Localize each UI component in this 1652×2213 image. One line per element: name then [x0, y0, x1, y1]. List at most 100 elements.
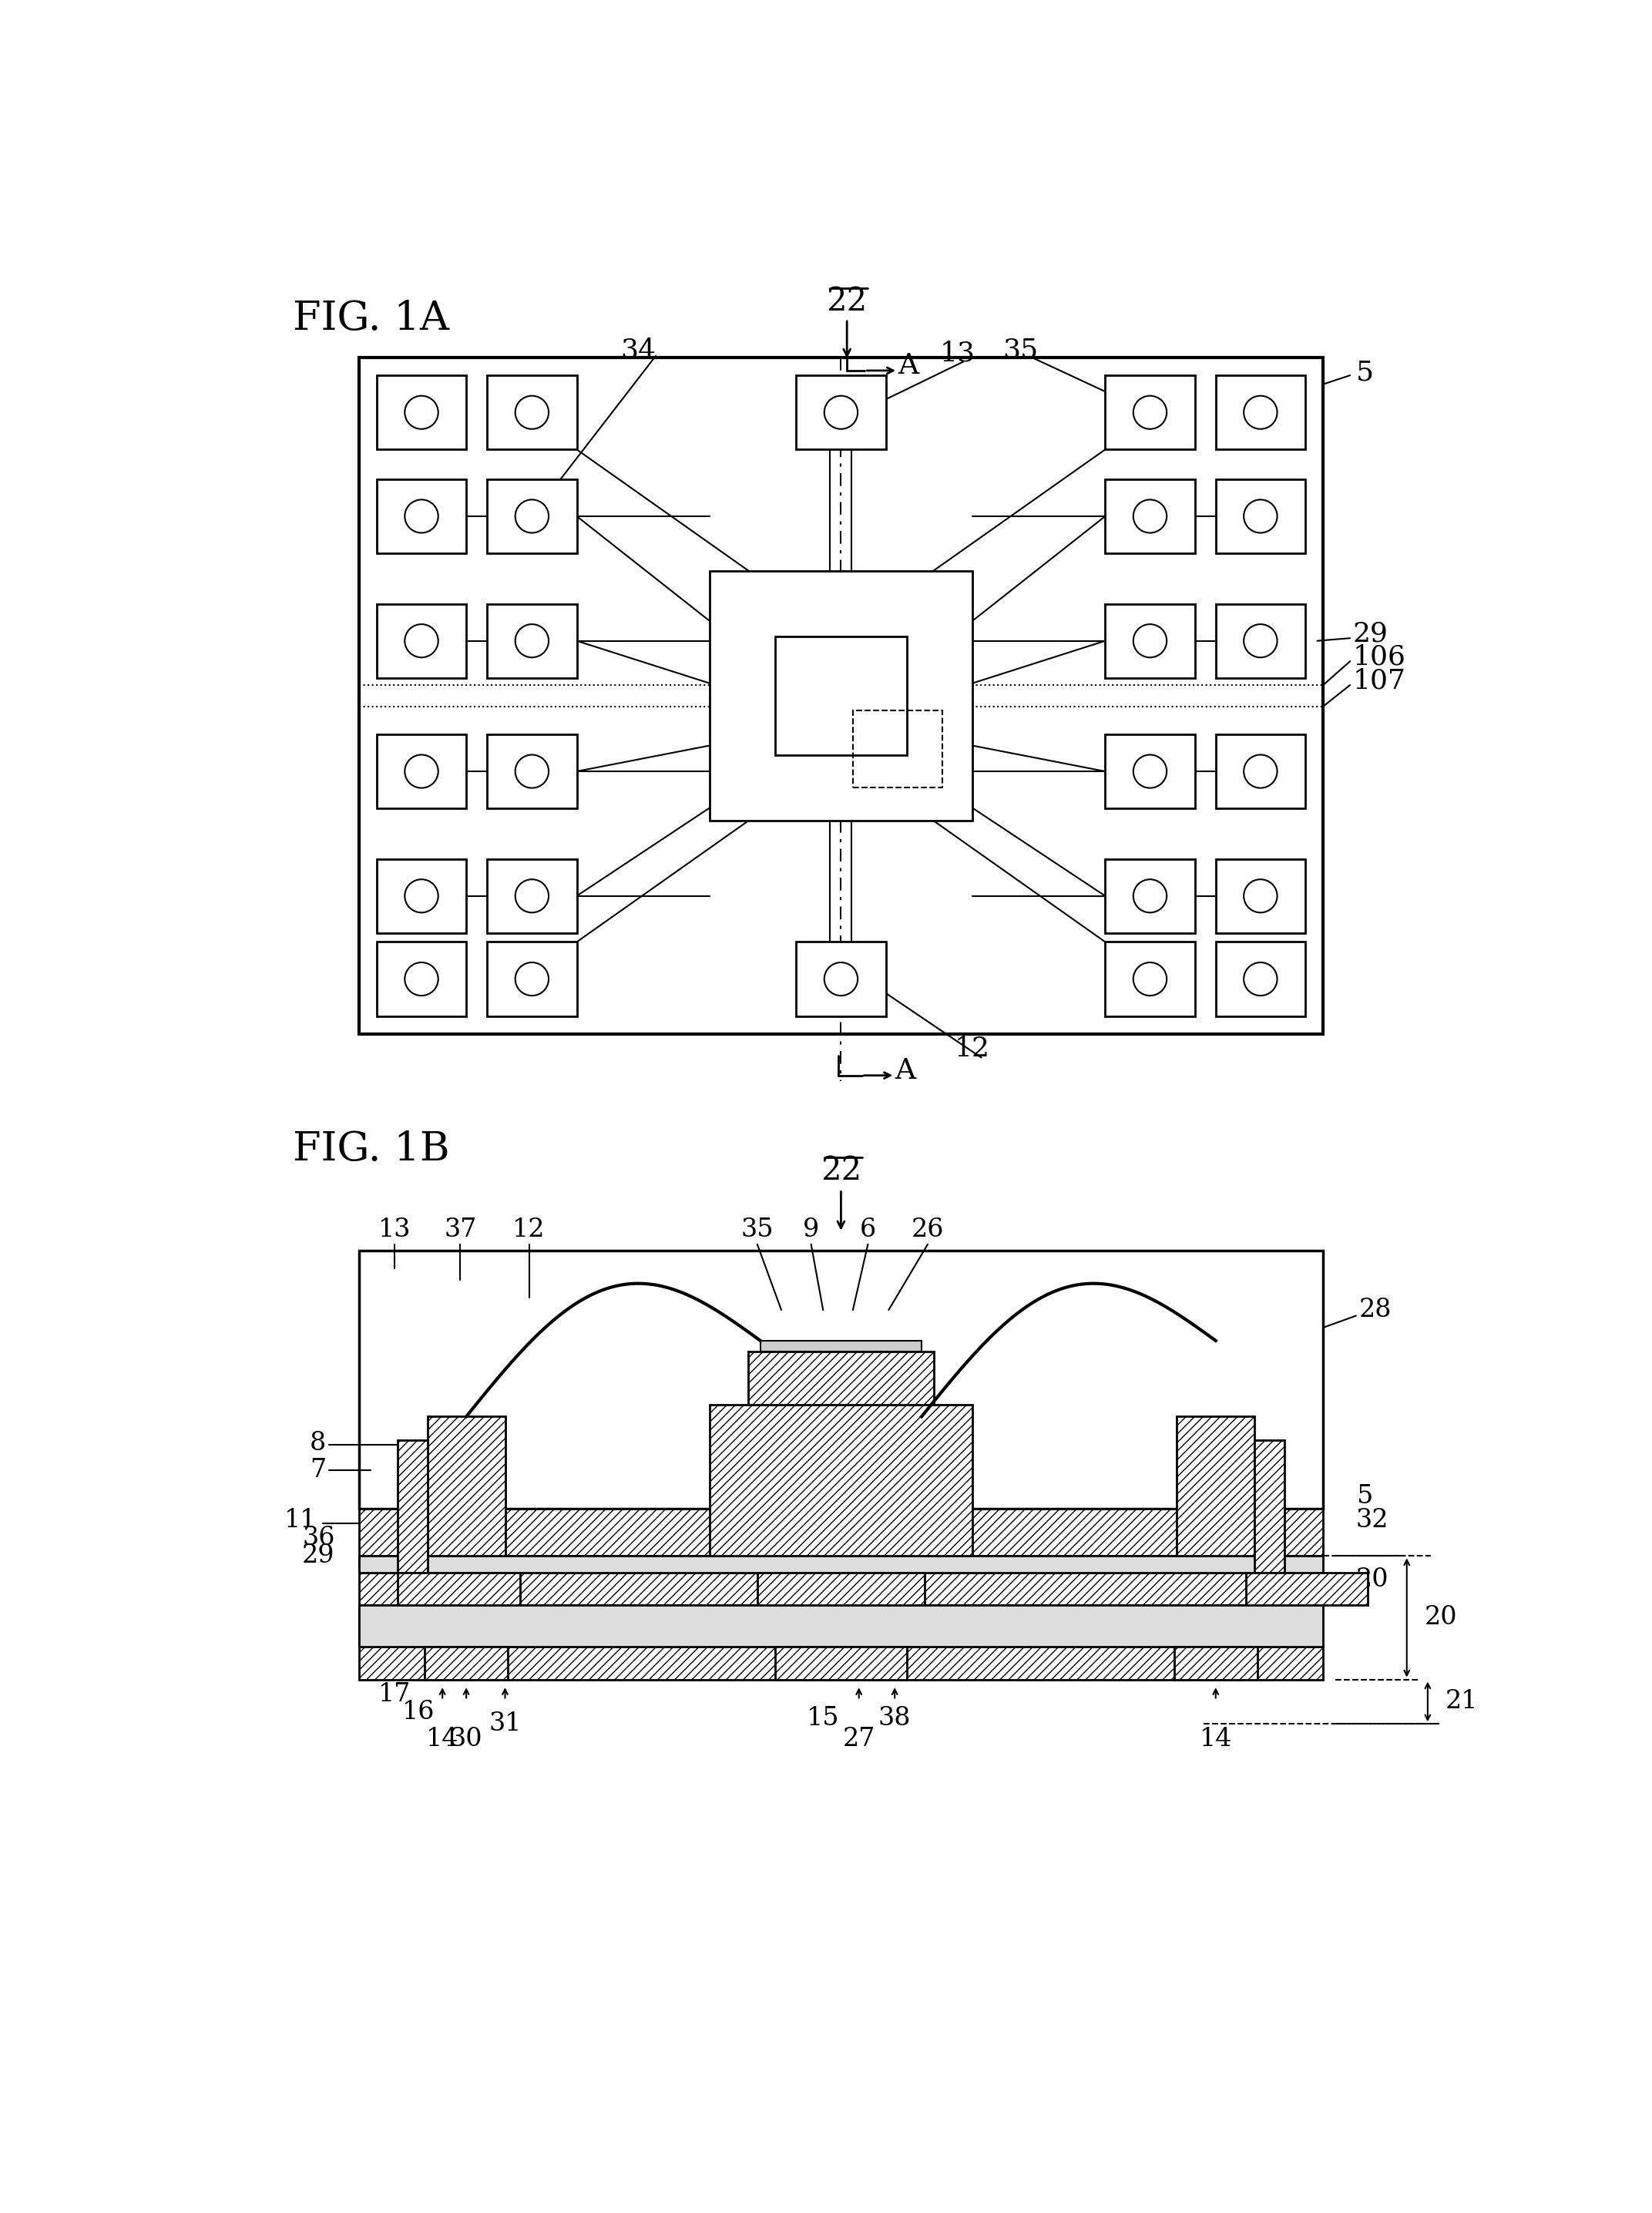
Bar	[487, 376, 577, 449]
Circle shape	[824, 396, 857, 429]
Text: A: A	[899, 352, 919, 381]
Bar	[1216, 604, 1305, 677]
Bar	[796, 943, 885, 1016]
Circle shape	[1133, 396, 1166, 429]
Text: 7: 7	[309, 1458, 325, 1483]
Circle shape	[405, 879, 438, 912]
Bar	[775, 637, 907, 755]
Bar	[1246, 1573, 1368, 1604]
Circle shape	[1133, 879, 1166, 912]
Bar	[757, 1573, 925, 1604]
Text: 29: 29	[302, 1545, 335, 1569]
Circle shape	[405, 624, 438, 657]
Text: 11: 11	[284, 1507, 317, 1534]
Text: 14: 14	[426, 1726, 459, 1750]
Circle shape	[515, 396, 548, 429]
Circle shape	[1133, 963, 1166, 996]
Text: 35: 35	[1003, 336, 1037, 363]
Bar	[358, 1556, 1323, 1573]
Text: 8: 8	[309, 1432, 325, 1456]
Circle shape	[1133, 755, 1166, 788]
Circle shape	[824, 963, 857, 996]
Bar	[377, 943, 466, 1016]
Text: 20: 20	[1356, 1567, 1389, 1591]
Text: 28: 28	[1360, 1297, 1391, 1321]
Circle shape	[405, 755, 438, 788]
Bar	[748, 1352, 933, 1405]
Bar	[1216, 859, 1305, 934]
Bar	[710, 571, 973, 821]
Text: 27: 27	[843, 1726, 876, 1750]
Bar	[358, 1556, 1323, 1573]
Bar	[1216, 943, 1305, 1016]
Bar	[487, 735, 577, 808]
Bar	[398, 1441, 428, 1573]
Bar	[1176, 1416, 1254, 1556]
Bar	[428, 1416, 506, 1556]
Text: 22: 22	[821, 1155, 861, 1186]
Bar	[358, 1604, 1323, 1646]
Text: 6: 6	[859, 1217, 876, 1241]
Bar	[1105, 376, 1194, 449]
Text: 13: 13	[378, 1217, 411, 1241]
Text: 32: 32	[1356, 1507, 1389, 1534]
Text: 16: 16	[401, 1700, 434, 1724]
Circle shape	[1244, 755, 1277, 788]
Text: 29: 29	[1353, 620, 1388, 646]
Text: 14: 14	[1199, 1726, 1232, 1750]
Text: A: A	[895, 1058, 915, 1084]
Text: 17: 17	[378, 1682, 411, 1706]
Bar	[710, 1405, 973, 1556]
Text: 35: 35	[742, 1217, 773, 1241]
Bar	[358, 1509, 1323, 1556]
Text: 106: 106	[1353, 644, 1406, 671]
Text: FIG. 1A: FIG. 1A	[292, 299, 449, 339]
Circle shape	[515, 624, 548, 657]
Bar	[1216, 735, 1305, 808]
Circle shape	[1244, 396, 1277, 429]
Text: 5: 5	[1356, 1485, 1373, 1509]
Circle shape	[405, 963, 438, 996]
Circle shape	[515, 963, 548, 996]
Bar	[358, 1646, 1323, 1680]
Text: 12: 12	[955, 1036, 990, 1062]
Text: 21: 21	[1446, 1689, 1479, 1715]
Bar	[1175, 1646, 1257, 1680]
Bar	[487, 604, 577, 677]
Bar	[377, 480, 466, 553]
Bar	[377, 376, 466, 449]
Bar	[796, 376, 885, 449]
Bar	[358, 1573, 1323, 1604]
Bar	[1105, 943, 1194, 1016]
Bar	[1216, 480, 1305, 553]
Text: 36: 36	[302, 1527, 335, 1551]
Text: 34: 34	[620, 336, 656, 363]
Text: 12: 12	[512, 1217, 545, 1241]
Bar	[487, 480, 577, 553]
Text: 13: 13	[940, 341, 975, 367]
Circle shape	[1244, 879, 1277, 912]
Text: 38: 38	[879, 1706, 912, 1731]
Bar	[1105, 480, 1194, 553]
Bar	[358, 1604, 1323, 1646]
Text: 22: 22	[826, 285, 867, 316]
Bar	[775, 1646, 907, 1680]
Circle shape	[405, 396, 438, 429]
Text: 15: 15	[806, 1706, 839, 1731]
Circle shape	[405, 500, 438, 533]
Circle shape	[515, 879, 548, 912]
Circle shape	[515, 500, 548, 533]
Bar	[398, 1573, 520, 1604]
Bar	[425, 1646, 509, 1680]
Bar	[358, 359, 1323, 1033]
Bar	[1254, 1441, 1284, 1573]
Bar	[1105, 604, 1194, 677]
Bar	[377, 604, 466, 677]
Bar	[377, 735, 466, 808]
Bar	[487, 943, 577, 1016]
Text: 5: 5	[1356, 359, 1374, 385]
Bar	[852, 710, 943, 788]
Circle shape	[1244, 963, 1277, 996]
Bar	[1105, 735, 1194, 808]
Bar	[358, 1250, 1323, 1509]
